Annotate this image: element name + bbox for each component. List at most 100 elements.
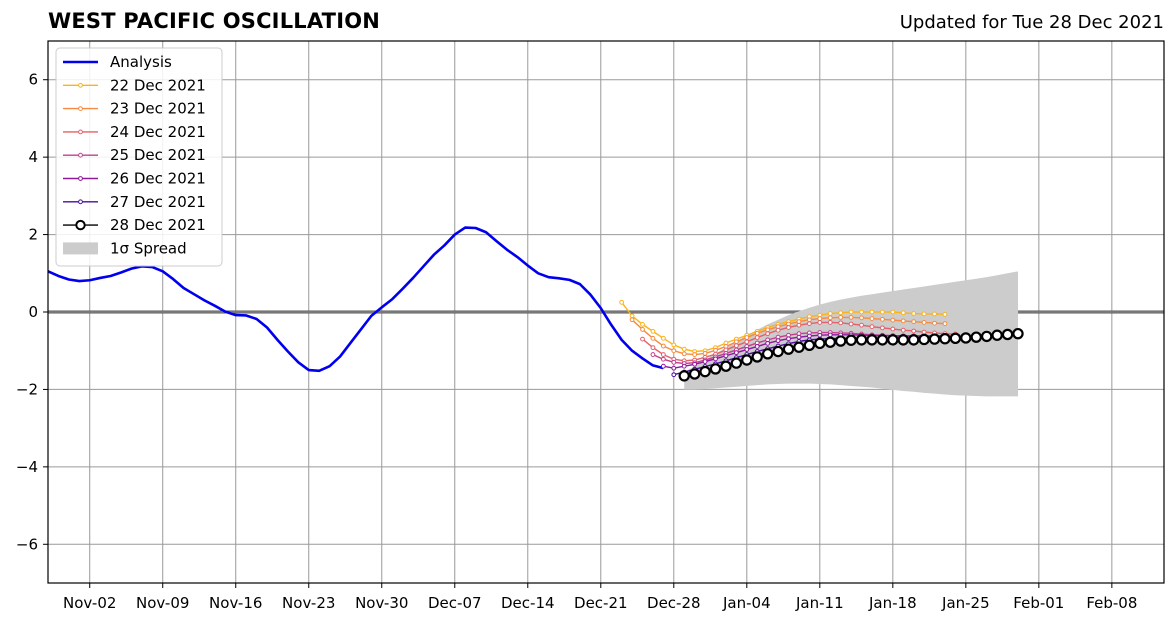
main-forecast-point xyxy=(761,348,774,360)
y-tick-label: −2 xyxy=(16,380,38,398)
forecast-point xyxy=(859,322,864,328)
analysis-line xyxy=(47,226,664,373)
forecast-point xyxy=(702,359,708,364)
main-forecast-point xyxy=(855,334,868,346)
forecast-point xyxy=(650,335,656,341)
forecast-point xyxy=(660,356,666,362)
legend-entry: 1σ Spread xyxy=(63,239,187,257)
main-forecast-point xyxy=(1012,327,1024,340)
forecast-point xyxy=(619,299,625,305)
forecast-point xyxy=(848,321,854,327)
x-tick-label: Jan-25 xyxy=(941,594,990,612)
x-tick-label: Dec-14 xyxy=(501,594,555,612)
forecast-point xyxy=(932,311,937,317)
main-forecast-point xyxy=(720,360,732,372)
forecast-point xyxy=(900,327,906,333)
x-tick-label: Nov-02 xyxy=(63,594,116,612)
forecast-point xyxy=(681,346,687,352)
x-tick-label: Nov-30 xyxy=(355,594,408,612)
main-forecast-point xyxy=(688,368,701,380)
legend-entry: 24 Dec 2021 xyxy=(63,123,206,141)
x-tick-label: Nov-16 xyxy=(209,594,262,612)
forecast-point xyxy=(629,317,635,323)
x-tick-label: Feb-01 xyxy=(1013,594,1064,612)
main-forecast-point xyxy=(709,363,722,375)
legend-marker xyxy=(78,176,83,181)
forecast-point xyxy=(838,315,844,320)
main-forecast-point xyxy=(866,334,878,346)
series-layer xyxy=(47,226,1024,382)
main-forecast-point xyxy=(834,335,847,347)
forecast-point xyxy=(786,336,791,342)
grid xyxy=(48,41,1164,583)
x-tick-label: Jan-11 xyxy=(795,594,844,612)
forecast-line xyxy=(663,334,945,369)
forecast-point xyxy=(942,311,948,317)
forecast-point xyxy=(848,309,854,315)
x-tick-label: Jan-04 xyxy=(722,594,771,612)
forecast-point xyxy=(629,313,635,319)
forecast-point xyxy=(806,333,812,339)
legend-marker xyxy=(78,129,83,135)
forecast-point xyxy=(660,352,666,357)
forecast-point xyxy=(692,361,698,367)
legend-label: 28 Dec 2021 xyxy=(110,216,206,234)
forecast-point xyxy=(827,311,833,316)
forecast-point xyxy=(640,336,645,342)
forecast-point xyxy=(733,339,739,345)
forecast-point xyxy=(713,356,718,362)
forecast-point xyxy=(900,318,906,324)
y-tick-label: −4 xyxy=(16,458,38,476)
forecast-point xyxy=(713,347,718,353)
x-tick-label: Dec-28 xyxy=(647,594,701,612)
legend-marker xyxy=(75,219,86,231)
forecast-point xyxy=(827,315,833,321)
main-forecast-point xyxy=(699,365,711,378)
forecast-point xyxy=(765,327,771,333)
forecast-point xyxy=(660,363,666,369)
y-tick-label: 6 xyxy=(28,71,38,89)
main-forecast-point xyxy=(876,334,889,346)
forecast-point xyxy=(900,310,906,316)
forecast-point xyxy=(942,321,948,327)
legend-label: Analysis xyxy=(110,53,172,71)
forecast-point xyxy=(775,338,781,344)
main-forecast-point xyxy=(960,332,972,344)
forecast-point xyxy=(733,343,739,349)
forecast-point xyxy=(640,321,645,327)
forecast-point xyxy=(796,334,802,340)
forecast-point xyxy=(890,317,896,323)
forecast-point xyxy=(723,353,729,359)
legend-label: 23 Dec 2021 xyxy=(110,100,206,118)
forecast-point xyxy=(838,320,844,326)
forecast-point xyxy=(671,372,677,378)
forecast-point xyxy=(754,330,760,336)
forecast-point xyxy=(786,325,791,330)
y-tick-label: 0 xyxy=(28,303,38,321)
forecast-point xyxy=(869,316,875,321)
x-tick-label: Nov-09 xyxy=(136,594,189,612)
forecast-point xyxy=(890,309,896,315)
forecast-point xyxy=(827,320,833,325)
legend-entry: 26 Dec 2021 xyxy=(63,170,206,188)
main-forecast-point xyxy=(907,334,920,346)
y-tick-label: −6 xyxy=(16,535,38,553)
forecast-point xyxy=(921,329,927,335)
x-tick-label: Nov-23 xyxy=(282,594,335,612)
main-forecast-point xyxy=(782,343,795,355)
forecast-point xyxy=(879,325,885,331)
x-tick-label: Dec-07 xyxy=(428,594,482,612)
forecast-point xyxy=(671,359,677,365)
legend-label: 22 Dec 2021 xyxy=(110,76,206,94)
forecast-point xyxy=(869,309,875,315)
forecast-point xyxy=(692,352,698,357)
forecast-point xyxy=(671,348,677,354)
forecast-point xyxy=(932,320,937,326)
forecast-point xyxy=(660,343,666,349)
main-forecast-point xyxy=(772,345,784,358)
main-forecast-point xyxy=(897,334,909,346)
forecast-point xyxy=(733,350,739,356)
main-forecast-point xyxy=(678,370,690,382)
x-tick-label: Feb-08 xyxy=(1086,594,1137,612)
